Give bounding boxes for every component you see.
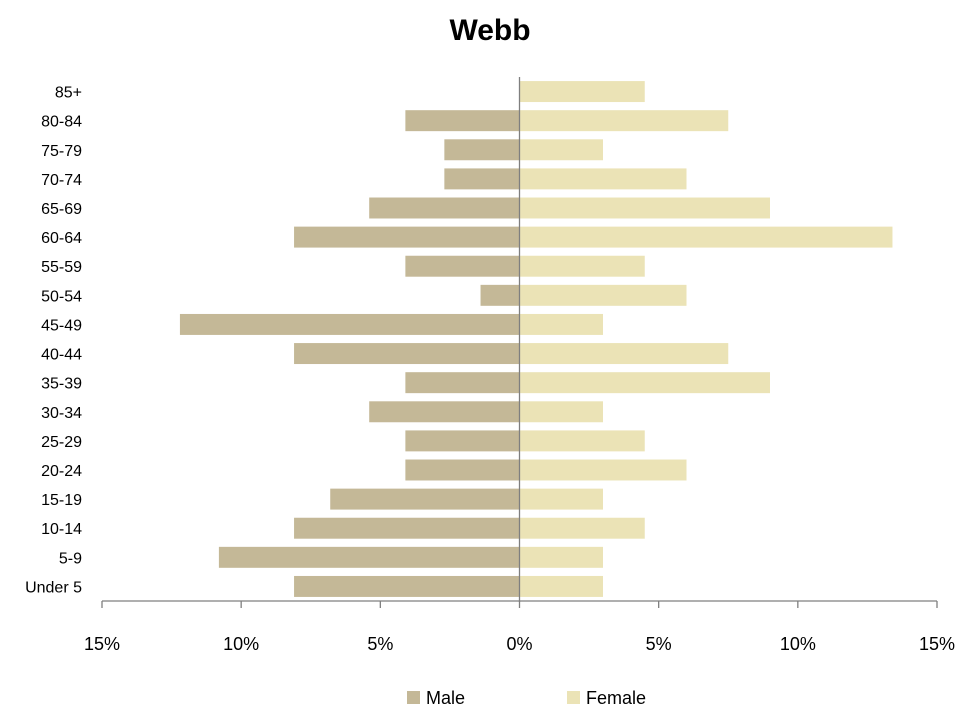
category-label: 65-69 bbox=[41, 201, 82, 218]
bar-female-85- bbox=[519, 81, 645, 103]
category-label: 50-54 bbox=[41, 288, 82, 305]
legend-label-female: Female bbox=[586, 688, 646, 708]
category-label: 30-34 bbox=[41, 405, 82, 422]
bar-male-55-59 bbox=[405, 255, 520, 277]
category-label: 45-49 bbox=[41, 317, 82, 334]
bar-female-15-19 bbox=[519, 488, 603, 510]
category-label: 85+ bbox=[55, 85, 82, 102]
category-label: 20-24 bbox=[41, 463, 82, 480]
bar-male-65-69 bbox=[369, 197, 520, 219]
bar-male-40-44 bbox=[294, 343, 520, 365]
legend-swatch-female bbox=[567, 691, 580, 704]
bar-male-15-19 bbox=[330, 488, 520, 510]
legend: Male Female bbox=[407, 688, 646, 708]
bar-female-80-84 bbox=[519, 110, 729, 132]
category-label: 25-29 bbox=[41, 434, 82, 451]
bar-female-30-34 bbox=[519, 401, 603, 423]
bar-male-50-54 bbox=[480, 284, 520, 306]
x-axis: 15% 10% 5% 0% 5% 10% 15% bbox=[84, 77, 955, 654]
category-label: 75-79 bbox=[41, 143, 82, 160]
category-label: 80-84 bbox=[41, 114, 82, 131]
category-label: 60-64 bbox=[41, 230, 82, 247]
category-label: 40-44 bbox=[41, 347, 82, 364]
x-tick-label: 5% bbox=[367, 634, 393, 654]
x-tick-label: 15% bbox=[919, 634, 955, 654]
bars-group bbox=[179, 81, 893, 597]
bar-female-55-59 bbox=[519, 255, 645, 277]
bar-female-60-64 bbox=[519, 226, 893, 248]
category-label: 5-9 bbox=[59, 550, 82, 567]
legend-swatch-male bbox=[407, 691, 420, 704]
bar-male-60-64 bbox=[294, 226, 520, 248]
bar-male-45-49 bbox=[179, 313, 520, 335]
category-label: 55-59 bbox=[41, 259, 82, 276]
bar-female-5-9 bbox=[519, 546, 603, 568]
bar-male-under-5 bbox=[294, 575, 520, 597]
x-tick-label: 10% bbox=[780, 634, 816, 654]
bar-female-35-39 bbox=[519, 372, 770, 394]
bar-male-80-84 bbox=[405, 110, 520, 132]
category-label: 10-14 bbox=[41, 521, 82, 538]
chart-title: Webb bbox=[449, 14, 530, 47]
category-label: Under 5 bbox=[25, 579, 82, 596]
bar-female-45-49 bbox=[519, 313, 603, 335]
bar-male-25-29 bbox=[405, 430, 520, 452]
bar-female-75-79 bbox=[519, 139, 603, 161]
bar-male-70-74 bbox=[444, 168, 520, 190]
bar-female-20-24 bbox=[519, 459, 687, 481]
bar-male-75-79 bbox=[444, 139, 520, 161]
category-label: 35-39 bbox=[41, 376, 82, 393]
category-label: 70-74 bbox=[41, 172, 82, 189]
bar-female-70-74 bbox=[519, 168, 687, 190]
legend-label-male: Male bbox=[426, 688, 465, 708]
bar-female-40-44 bbox=[519, 343, 729, 365]
bar-female-50-54 bbox=[519, 284, 687, 306]
bar-female-10-14 bbox=[519, 517, 645, 539]
bar-female-25-29 bbox=[519, 430, 645, 452]
x-tick-label: 5% bbox=[646, 634, 672, 654]
category-labels: 85+ 80-84 75-79 70-74 65-69 60-64 55-59 50-54 45… bbox=[25, 85, 82, 597]
x-tick-label: 0% bbox=[506, 634, 532, 654]
bar-male-10-14 bbox=[294, 517, 520, 539]
bar-female-under-5 bbox=[519, 575, 603, 597]
x-tick-label: 10% bbox=[223, 634, 259, 654]
x-tick-label: 15% bbox=[84, 634, 120, 654]
bar-male-30-34 bbox=[369, 401, 520, 423]
bar-male-35-39 bbox=[405, 372, 520, 394]
bar-male-5-9 bbox=[218, 546, 520, 568]
bar-male-20-24 bbox=[405, 459, 520, 481]
category-label: 15-19 bbox=[41, 492, 82, 509]
bar-female-65-69 bbox=[519, 197, 770, 219]
